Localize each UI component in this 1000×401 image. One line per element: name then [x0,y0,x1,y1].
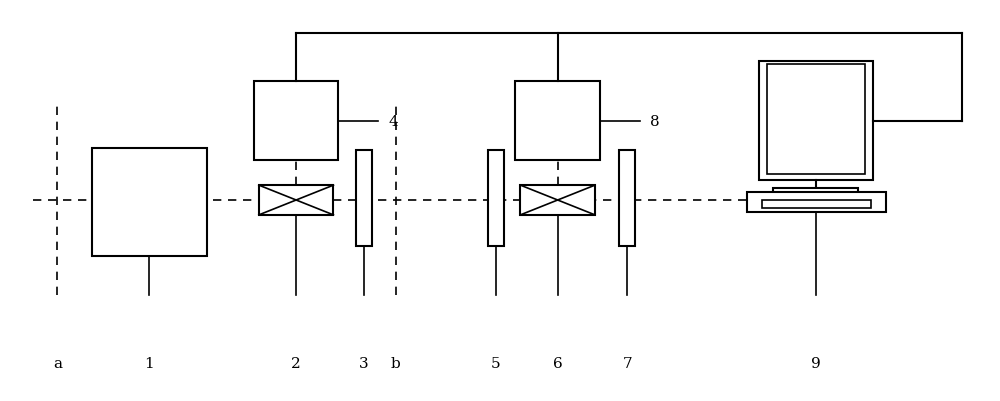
Bar [747,192,886,213]
Bar [259,186,333,215]
Bar [619,151,635,246]
Text: 7: 7 [622,356,632,370]
Text: 2: 2 [291,356,301,370]
Text: 5: 5 [491,356,501,370]
Bar [92,149,207,256]
Bar [759,62,873,181]
Text: 6: 6 [553,356,563,370]
Text: b: b [391,356,400,370]
Text: 3: 3 [359,356,369,370]
Bar [773,188,858,200]
Bar [254,82,338,161]
Bar [520,186,595,215]
Bar [767,65,865,174]
Bar [356,151,372,246]
Bar [515,82,600,161]
Text: 1: 1 [145,356,154,370]
Text: 8: 8 [650,114,659,128]
Text: 9: 9 [811,356,821,370]
Bar [762,200,871,209]
Text: a: a [53,356,62,370]
Bar [488,151,504,246]
Text: 4: 4 [388,114,398,128]
